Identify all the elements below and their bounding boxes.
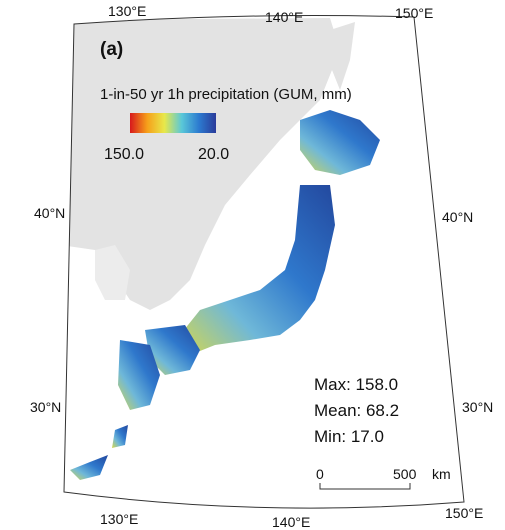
lon-label-top: 150°E (395, 5, 433, 21)
map-figure: (a) 130°E 140°E 150°E 130°E 140°E 150°E … (0, 0, 505, 530)
lat-label-right: 40°N (442, 209, 473, 225)
lon-label-bottom: 140°E (272, 514, 310, 530)
scale-label: 500 (393, 466, 417, 482)
colorbar (130, 113, 216, 133)
lat-label-right: 30°N (462, 399, 493, 415)
scale-unit: km (432, 466, 451, 482)
stat-text: Mean: 68.2 (314, 401, 399, 420)
sakhalin (330, 22, 355, 90)
hokkaido (300, 110, 380, 175)
panel-label: (a) (100, 39, 123, 60)
colorbar-label: 20.0 (198, 146, 229, 163)
lat-label-left: 30°N (30, 399, 61, 415)
scale-label: 0 (316, 466, 324, 482)
lon-label-top: 130°E (108, 3, 146, 19)
southern-islands (112, 425, 128, 448)
colorbar-label: 150.0 (104, 146, 144, 163)
lon-label-bottom: 130°E (100, 511, 138, 527)
stat-text: Max: 158.0 (314, 375, 398, 394)
ryukyu (70, 455, 108, 480)
scale-bar (320, 483, 410, 489)
lat-label-left: 40°N (34, 205, 65, 221)
lon-label-top: 140°E (265, 9, 303, 25)
lon-label-bottom: 150°E (445, 505, 483, 521)
legend-title: 1-in-50 yr 1h precipitation (GUM, mm) (100, 86, 352, 103)
stat-text: Min: 17.0 (314, 427, 384, 446)
